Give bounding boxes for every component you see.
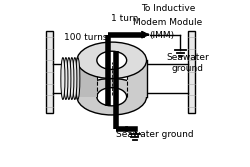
- Text: Seawater ground: Seawater ground: [116, 130, 194, 139]
- Text: (IMM): (IMM): [149, 31, 174, 40]
- Text: To Inductive: To Inductive: [141, 5, 195, 14]
- Polygon shape: [127, 60, 146, 97]
- Ellipse shape: [97, 88, 127, 106]
- Bar: [46, 31, 53, 113]
- Ellipse shape: [64, 58, 68, 100]
- Ellipse shape: [77, 78, 146, 115]
- Ellipse shape: [73, 58, 77, 100]
- Polygon shape: [77, 60, 97, 97]
- Text: 100 turns: 100 turns: [64, 33, 107, 42]
- Bar: [188, 31, 196, 113]
- Text: 1 turn: 1 turn: [111, 14, 139, 23]
- Text: ground: ground: [172, 64, 204, 73]
- Ellipse shape: [76, 58, 80, 100]
- Ellipse shape: [61, 58, 65, 100]
- Text: Modem Module: Modem Module: [134, 18, 203, 27]
- Ellipse shape: [97, 51, 127, 69]
- Ellipse shape: [77, 42, 146, 78]
- Text: Seawater: Seawater: [166, 52, 209, 61]
- Ellipse shape: [67, 58, 71, 100]
- Ellipse shape: [70, 58, 74, 100]
